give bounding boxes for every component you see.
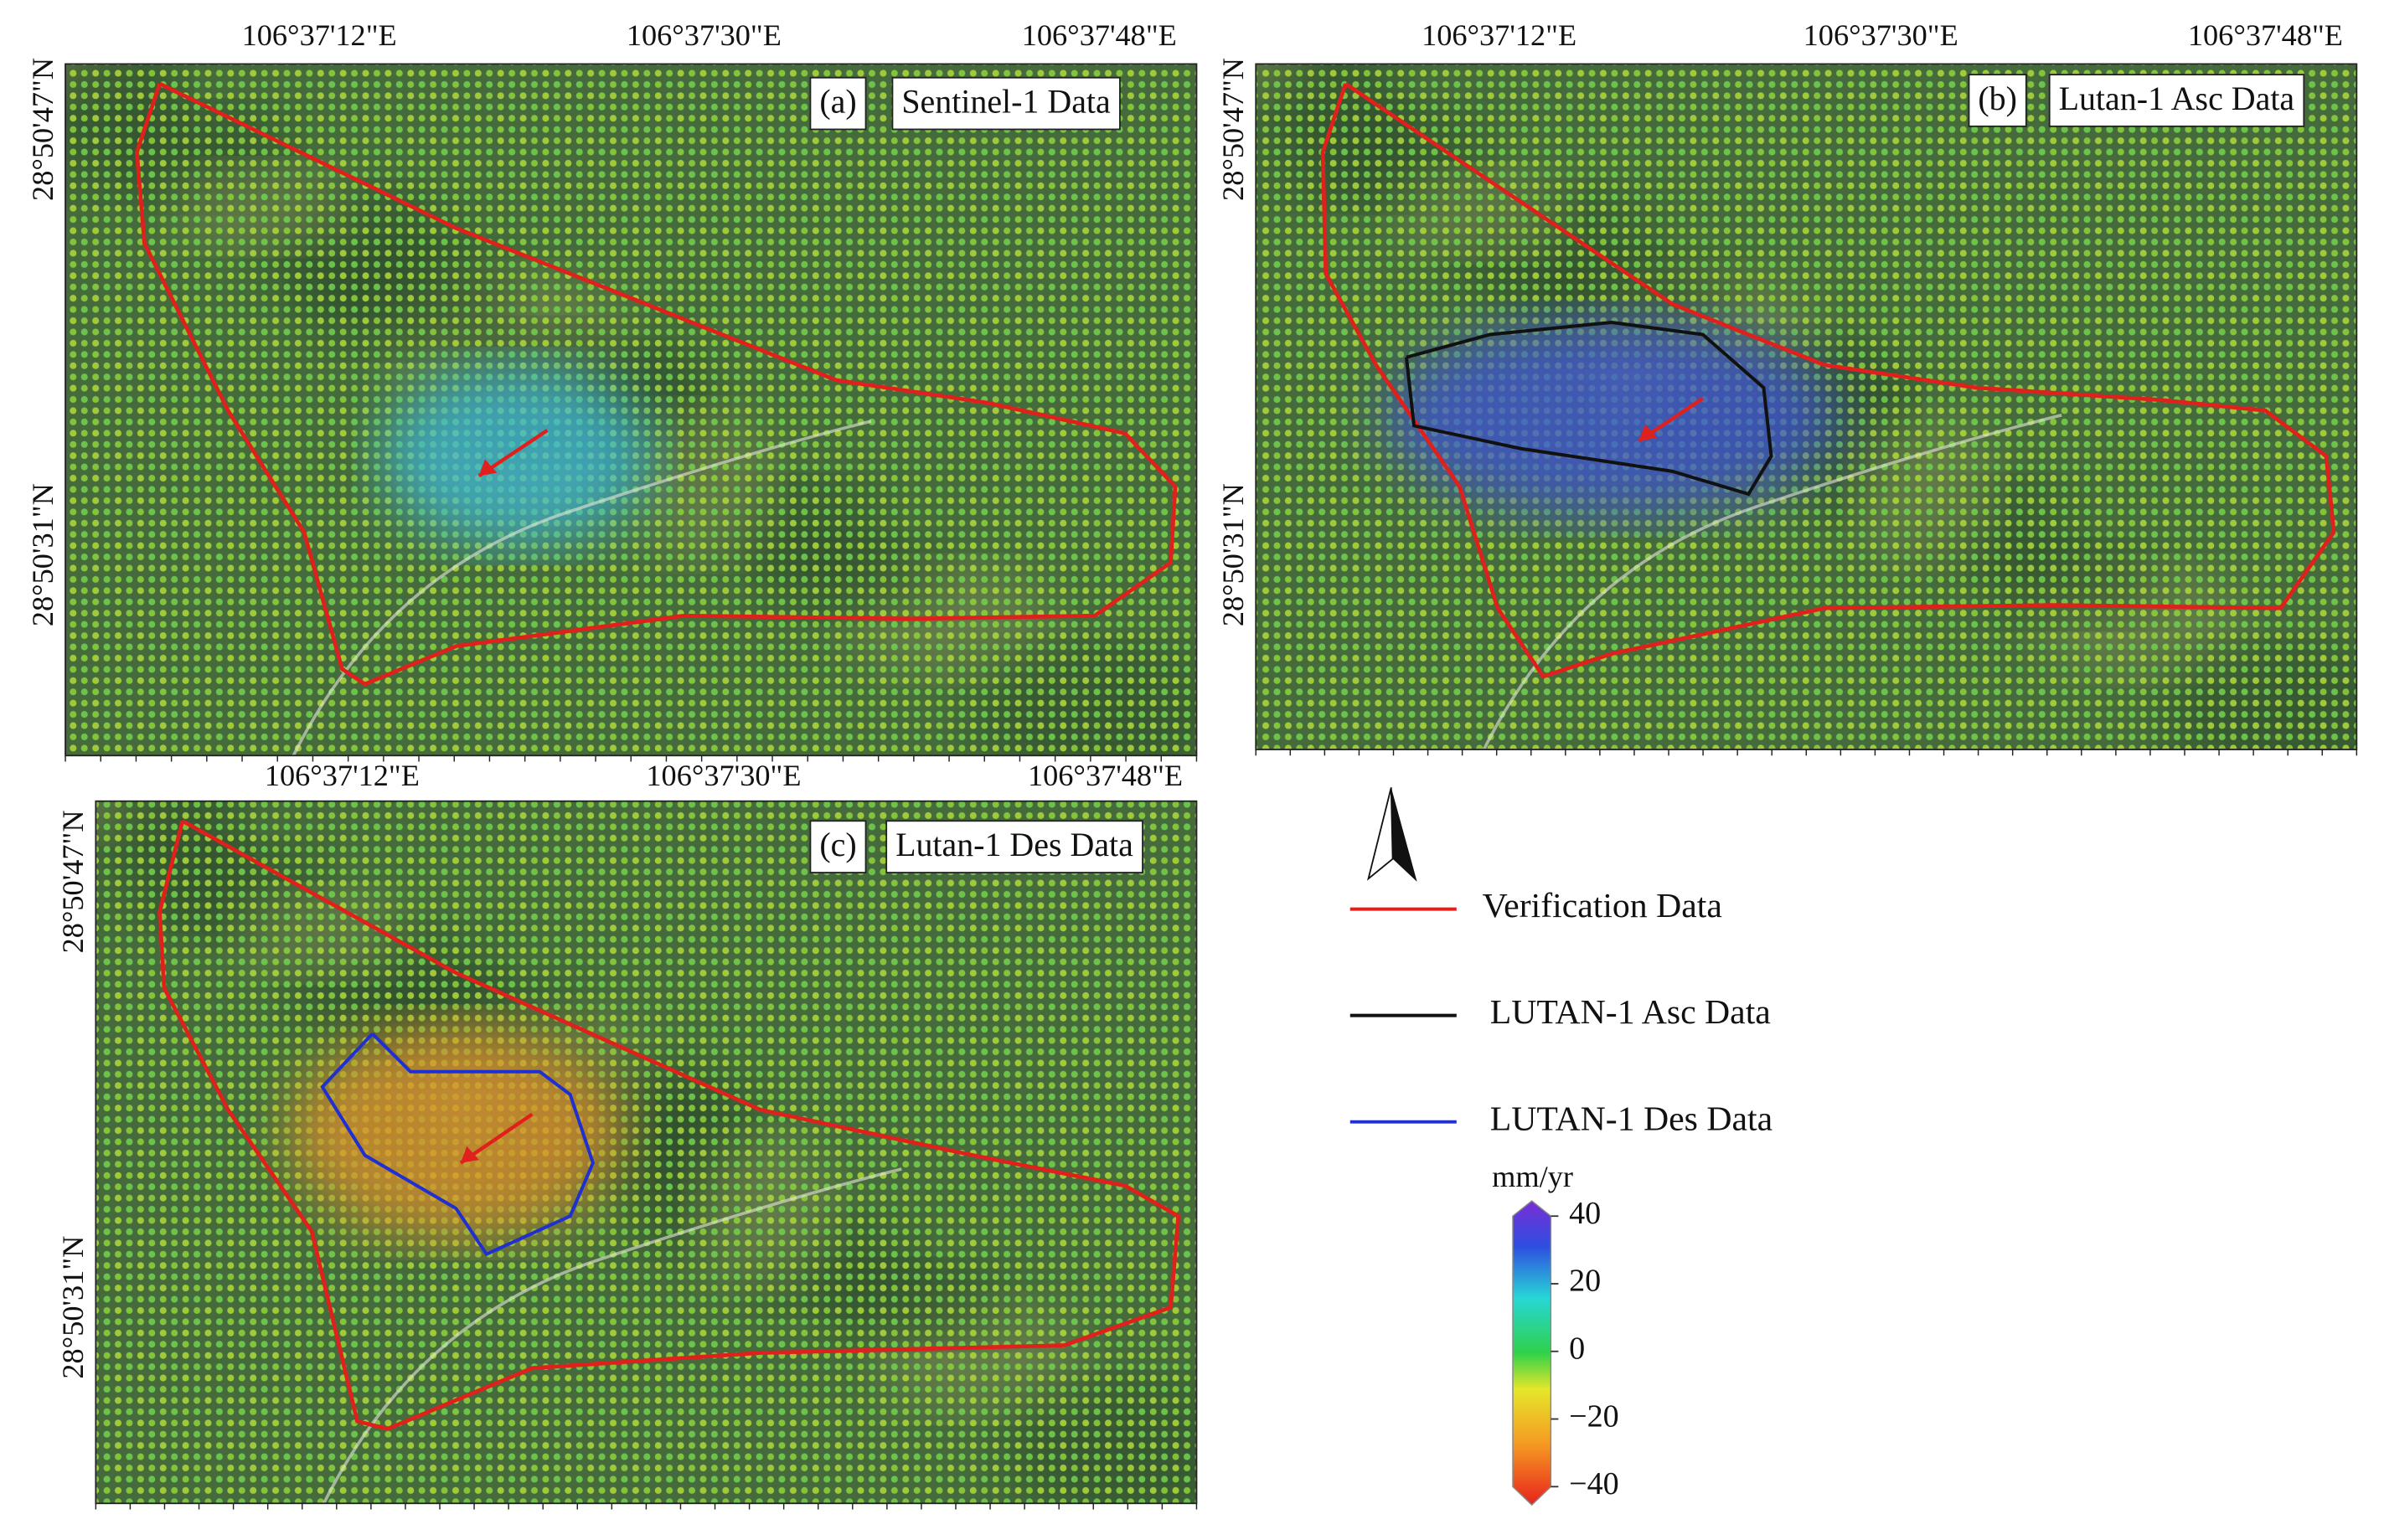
detected-boundary xyxy=(1404,320,1773,497)
legend: Verification Data LUTAN-1 Asc Data LUTAN-1… xyxy=(1349,787,1773,1507)
north-arrow xyxy=(1367,787,1394,881)
longitude-label: 106°37'30"E xyxy=(627,18,782,52)
panels: 106°37'12"E 106°37'30"E 106°37'48"E 28°50'4… xyxy=(26,18,2358,1510)
colorbar-tick-label: −40 xyxy=(1569,1466,1619,1501)
road xyxy=(322,1167,902,1504)
panel-label: (c) xyxy=(819,826,856,863)
map-image xyxy=(65,64,1197,756)
latitude-label: 28°50'47"N xyxy=(56,810,90,953)
longitude-label: 106°37'30"E xyxy=(646,759,801,792)
road xyxy=(292,420,872,756)
panel-title: Lutan-1 Des Data xyxy=(895,826,1133,863)
deformation-zone xyxy=(379,364,654,548)
map-image xyxy=(95,801,1197,1504)
colorbar-tick-label: 20 xyxy=(1569,1264,1601,1299)
colorbar-tick-label: 40 xyxy=(1569,1196,1601,1231)
legend-label: LUTAN-1 Des Data xyxy=(1490,1100,1773,1138)
longitude-label: 106°37'30"E xyxy=(1803,18,1958,52)
longitude-label: 106°37'48"E xyxy=(2188,18,2343,52)
longitude-label: 106°37'12"E xyxy=(242,18,397,52)
detected-boundary xyxy=(320,1032,596,1257)
panel-label: (a) xyxy=(819,83,856,121)
longitude-label: 106°37'48"E xyxy=(1022,18,1177,52)
longitude-label: 106°37'12"E xyxy=(265,759,420,792)
verification-boundary xyxy=(1320,82,2336,679)
north-arrow xyxy=(1391,787,1417,882)
panel-label-box xyxy=(809,76,867,131)
panel-title: Lutan-1 Asc Data xyxy=(2059,80,2295,117)
legend-label: Verification Data xyxy=(1483,887,1722,925)
panel-title-box xyxy=(891,76,1121,131)
panel-label: (b) xyxy=(1978,80,2017,117)
colorbar-unit: mm/yr xyxy=(1492,1160,1573,1193)
measurement-points xyxy=(95,801,1197,1504)
panel-label-box xyxy=(1968,74,2027,127)
panel-title-box xyxy=(885,820,1143,873)
deformation-zone xyxy=(288,1026,624,1239)
latitude-label: 28°50'47"N xyxy=(1216,58,1250,201)
panel-title: Sentinel-1 Data xyxy=(901,83,1111,121)
road xyxy=(1482,413,2062,749)
latitude-label: 28°50'31"N xyxy=(26,483,59,626)
colorbar-tick-label: 0 xyxy=(1569,1331,1585,1367)
latitude-label: 28°50'47"N xyxy=(26,58,59,201)
arrow-head xyxy=(478,459,498,476)
map-panel: 106°37'12"E 106°37'30"E 106°37'48"E 28°50'4… xyxy=(1216,18,2358,756)
latitude-label: 28°50'31"N xyxy=(1216,483,1250,626)
panel-label-box xyxy=(809,820,867,873)
arrow-head xyxy=(460,1146,479,1163)
colorbar xyxy=(1512,1200,1552,1507)
map-panel: 106°37'12"E 106°37'30"E 106°37'48"E 28°50'4… xyxy=(56,759,1198,1510)
map-image xyxy=(1256,64,2357,749)
verification-boundary xyxy=(134,81,1178,687)
longitude-label: 106°37'12"E xyxy=(1422,18,1576,52)
deformation-zone xyxy=(1383,319,1840,518)
latitude-label: 28°50'31"N xyxy=(56,1236,90,1379)
map-panel: 106°37'12"E 106°37'30"E 106°37'48"E 28°50'4… xyxy=(26,18,1198,762)
colorbar-tick-label: −20 xyxy=(1569,1398,1619,1434)
longitude-label: 106°37'48"E xyxy=(1028,759,1183,792)
panel-title-box xyxy=(2048,74,2305,127)
arrow-head xyxy=(1638,424,1658,441)
verification-boundary xyxy=(157,819,1181,1431)
legend-label: LUTAN-1 Asc Data xyxy=(1490,993,1771,1032)
